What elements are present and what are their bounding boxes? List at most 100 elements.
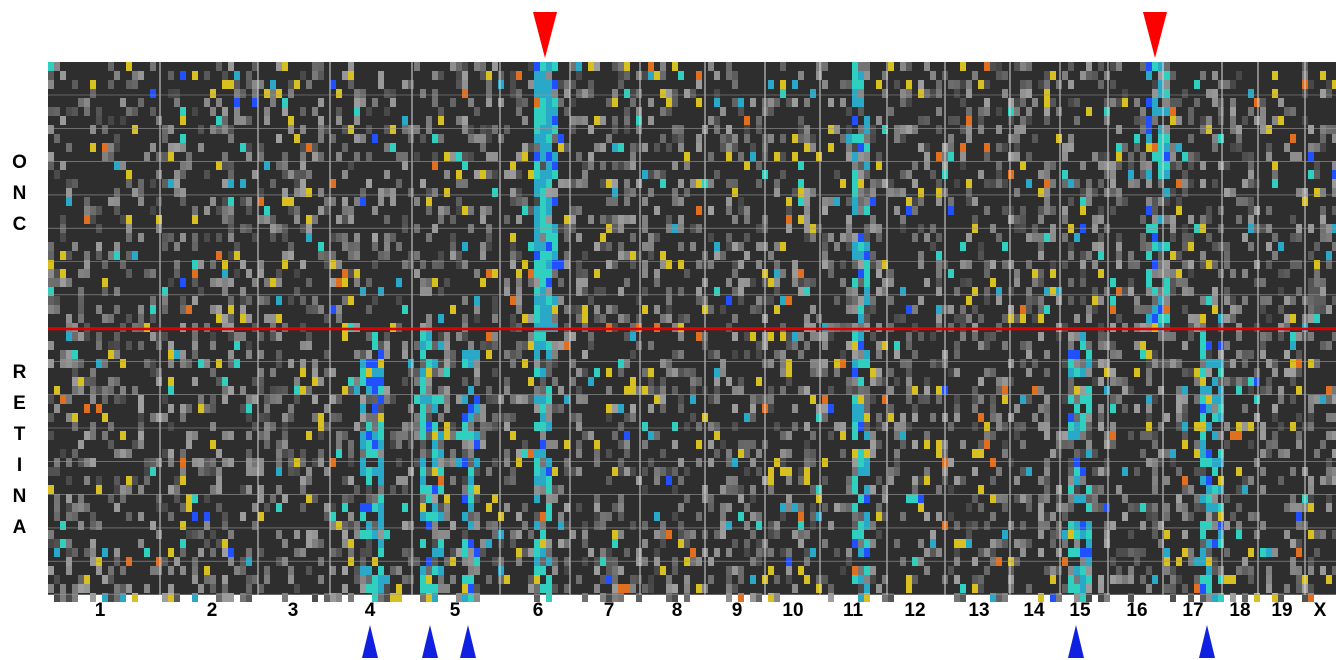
heatmap-cell bbox=[732, 422, 738, 431]
heatmap-cell bbox=[438, 368, 444, 377]
heatmap-cell bbox=[168, 485, 174, 494]
heatmap-cell bbox=[1224, 548, 1230, 557]
heatmap-cell bbox=[396, 440, 402, 449]
heatmap-cell bbox=[834, 197, 840, 206]
heatmap-cell bbox=[564, 566, 570, 575]
heatmap-cell bbox=[534, 134, 540, 143]
chromosome-label: 15 bbox=[1069, 600, 1091, 621]
heatmap-cell bbox=[276, 359, 282, 368]
heatmap-cell bbox=[1332, 386, 1336, 395]
heatmap-cell bbox=[576, 152, 582, 161]
heatmap-cell bbox=[138, 98, 144, 107]
heatmap-cell bbox=[1020, 116, 1026, 125]
heatmap-cell bbox=[768, 395, 774, 404]
heatmap-cell bbox=[162, 287, 168, 296]
heatmap-cell bbox=[132, 71, 138, 80]
heatmap-cell bbox=[222, 80, 228, 89]
heatmap-cell bbox=[1164, 98, 1170, 107]
heatmap-cell bbox=[66, 197, 72, 206]
heatmap-cell bbox=[624, 332, 630, 341]
heatmap-cell bbox=[456, 116, 462, 125]
heatmap-cell bbox=[1182, 404, 1188, 413]
heatmap-cell bbox=[1032, 386, 1038, 395]
heatmap-cell bbox=[222, 395, 228, 404]
heatmap-cell bbox=[1128, 503, 1134, 512]
heatmap-cell bbox=[798, 116, 804, 125]
heatmap-cell bbox=[96, 566, 102, 575]
heatmap-cell bbox=[1290, 377, 1296, 386]
heatmap-cell bbox=[1020, 521, 1026, 530]
heatmap-cell bbox=[462, 260, 468, 269]
heatmap-cell bbox=[306, 494, 312, 503]
heatmap-cell bbox=[1320, 287, 1326, 296]
heatmap-cell bbox=[852, 233, 858, 242]
heatmap-cell bbox=[216, 251, 222, 260]
heatmap-cell bbox=[1056, 440, 1062, 449]
heatmap-cell bbox=[786, 476, 792, 485]
heatmap-cell bbox=[1056, 287, 1062, 296]
heatmap-cell bbox=[360, 458, 366, 467]
heatmap-cell bbox=[1062, 170, 1068, 179]
heatmap-cell bbox=[966, 503, 972, 512]
heatmap-cell bbox=[486, 206, 492, 215]
heatmap-cell bbox=[276, 467, 282, 476]
heatmap-cell bbox=[78, 584, 84, 593]
heatmap-cell bbox=[540, 341, 546, 350]
heatmap-cell bbox=[792, 341, 798, 350]
heatmap-cell bbox=[366, 440, 372, 449]
heatmap-cell bbox=[510, 530, 516, 539]
heatmap-cell bbox=[810, 143, 816, 152]
heatmap-cell bbox=[198, 395, 204, 404]
heatmap-cell bbox=[342, 530, 348, 539]
heatmap-cell bbox=[492, 458, 498, 467]
heatmap-cell bbox=[546, 134, 552, 143]
heatmap-cell bbox=[156, 566, 162, 575]
heatmap-cell bbox=[1074, 458, 1080, 467]
heatmap-cell bbox=[564, 233, 570, 242]
heatmap-cell bbox=[966, 530, 972, 539]
heatmap-cell bbox=[888, 179, 894, 188]
heatmap-cell bbox=[390, 485, 396, 494]
heatmap-cell bbox=[330, 458, 336, 467]
heatmap-cell bbox=[192, 431, 198, 440]
heatmap-cell bbox=[186, 503, 192, 512]
heatmap-cell bbox=[642, 440, 648, 449]
heatmap-cell bbox=[1086, 404, 1092, 413]
heatmap-cell bbox=[660, 359, 666, 368]
heatmap-cell bbox=[204, 206, 210, 215]
heatmap-cell bbox=[1110, 377, 1116, 386]
heatmap-cell bbox=[1158, 71, 1164, 80]
heatmap-cell bbox=[594, 449, 600, 458]
heatmap-cell bbox=[426, 314, 432, 323]
heatmap-cell bbox=[510, 80, 516, 89]
heatmap-cell bbox=[1044, 305, 1050, 314]
heatmap-cell bbox=[1116, 188, 1122, 197]
heatmap-cell bbox=[534, 116, 540, 125]
heatmap-cell bbox=[738, 494, 744, 503]
heatmap-cell bbox=[906, 98, 912, 107]
heatmap-cell bbox=[1332, 332, 1336, 341]
heatmap-cell bbox=[1212, 395, 1218, 404]
heatmap-cell bbox=[282, 539, 288, 548]
heatmap-cell bbox=[744, 125, 750, 134]
heatmap-cell bbox=[1206, 503, 1212, 512]
heatmap-cell bbox=[900, 314, 906, 323]
heatmap-cell bbox=[624, 440, 630, 449]
heatmap-cell bbox=[750, 593, 756, 602]
heatmap-cell bbox=[1128, 278, 1134, 287]
heatmap-cell bbox=[714, 422, 720, 431]
heatmap-cell bbox=[906, 125, 912, 134]
heatmap-cell bbox=[300, 152, 306, 161]
heatmap-cell bbox=[864, 593, 870, 602]
heatmap-cell bbox=[54, 593, 60, 602]
heatmap-cell bbox=[546, 98, 552, 107]
heatmap-cell bbox=[318, 62, 324, 71]
heatmap-cell bbox=[714, 386, 720, 395]
heatmap-cell bbox=[1002, 260, 1008, 269]
heatmap-cell bbox=[528, 170, 534, 179]
heatmap-cell bbox=[918, 260, 924, 269]
heatmap-cell bbox=[288, 467, 294, 476]
chromosome-label: X bbox=[1314, 600, 1327, 621]
heatmap-cell bbox=[1158, 62, 1164, 71]
heatmap-cell bbox=[438, 431, 444, 440]
